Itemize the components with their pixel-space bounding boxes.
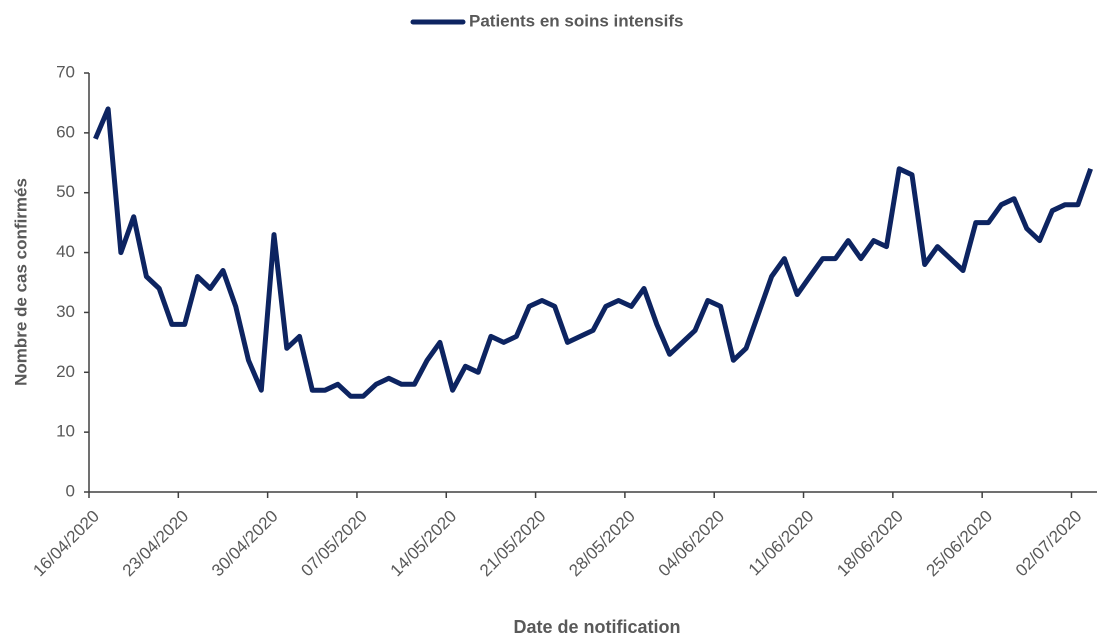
x-tick-label: 21/05/2020	[476, 507, 550, 581]
x-tick-label: 07/05/2020	[297, 507, 371, 581]
x-axis-label: Date de notification	[513, 617, 680, 637]
y-tick-label: 20	[56, 362, 75, 381]
y-tick-label: 10	[56, 422, 75, 441]
y-tick-label: 40	[56, 242, 75, 261]
x-tick-label: 18/06/2020	[833, 507, 907, 581]
x-tick-label: 02/07/2020	[1012, 507, 1086, 581]
y-tick-label: 70	[56, 62, 75, 81]
y-tick-label: 50	[56, 182, 75, 201]
y-tick-label: 30	[56, 302, 75, 321]
x-tick-label: 30/04/2020	[208, 507, 282, 581]
y-tick-label: 0	[66, 481, 75, 500]
x-tick-label: 14/05/2020	[387, 507, 461, 581]
x-tick-label: 04/06/2020	[655, 507, 729, 581]
x-tick-label: 16/04/2020	[29, 507, 103, 581]
x-tick-label: 25/06/2020	[923, 507, 997, 581]
x-tick-label: 11/06/2020	[745, 507, 818, 580]
x-tick-label: 28/05/2020	[565, 507, 639, 581]
legend-label: Patients en soins intensifs	[469, 11, 683, 30]
x-tick-label: 23/04/2020	[119, 507, 193, 581]
y-tick-label: 60	[56, 122, 75, 141]
y-axis-label: Nombre de cas confirmés	[11, 178, 30, 386]
data-line	[93, 106, 1093, 399]
